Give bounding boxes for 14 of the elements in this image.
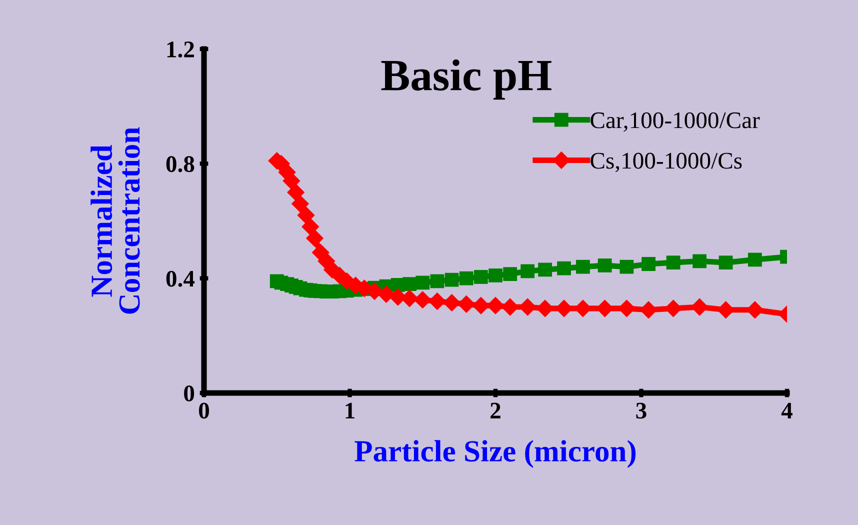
x-tick-label: 3 xyxy=(636,402,646,419)
x-tick-label: 2 xyxy=(490,402,500,418)
legend-label: Car,100-1000/Car xyxy=(590,112,760,132)
y-tick-label: 0.8 xyxy=(166,156,194,172)
chart-title: Basic pH xyxy=(381,59,552,100)
legend-label: Cs,100-1000/Cs xyxy=(590,152,742,172)
x-tick-label: 1 xyxy=(346,402,354,418)
y-axis-title: Normalized Concentration xyxy=(90,127,140,314)
x-tick-label: 0 xyxy=(198,402,210,419)
x-axis-title: Particle Size (micron) xyxy=(354,440,636,468)
y-tick-label: 0 xyxy=(184,385,194,402)
y-tick-label: 0.4 xyxy=(166,270,195,287)
y-tick-label: 1.2 xyxy=(167,42,194,58)
x-tick-label: 4 xyxy=(781,402,792,418)
